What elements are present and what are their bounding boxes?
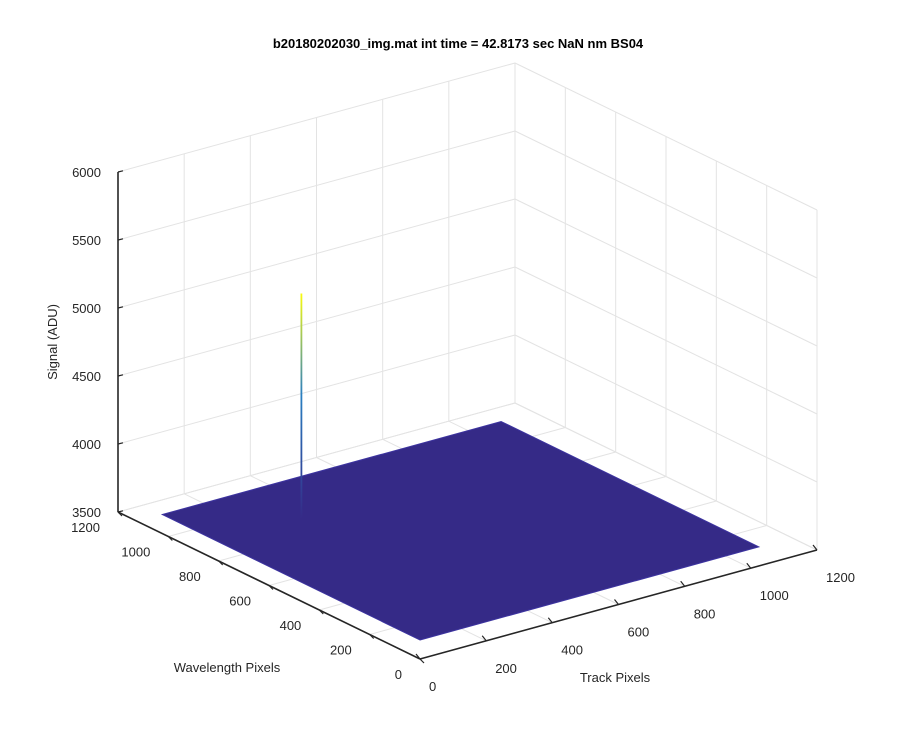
surface-plane <box>160 420 761 641</box>
y-tick-label: 1000 <box>121 545 150 560</box>
y-tick-label: 800 <box>179 569 201 584</box>
grid-line <box>514 130 818 279</box>
grid-line <box>117 198 516 309</box>
z-tick-mark <box>117 170 124 173</box>
x-tick-label: 400 <box>561 643 583 658</box>
y-tick-mark <box>369 634 375 639</box>
y-tick-label: 0 <box>395 667 402 682</box>
z-tick-mark <box>117 306 124 309</box>
x-tick-label: 1200 <box>826 570 855 585</box>
y-tick-label: 600 <box>229 594 251 609</box>
x-tick-label: 800 <box>694 606 716 621</box>
grid-line <box>117 130 516 241</box>
chart-title: b20180202030_img.mat int time = 42.8173 … <box>273 36 644 51</box>
tick-labels: 3500400045005000550060000200400600800100… <box>71 165 855 694</box>
z-tick-label: 3500 <box>72 505 101 520</box>
y-tick-mark <box>318 609 324 615</box>
y-axis-label: Wavelength Pixels <box>174 660 281 675</box>
x-tick-label: 600 <box>628 625 650 640</box>
x-axis-label: Track Pixels <box>580 670 651 685</box>
z-axis-label: Signal (ADU) <box>45 304 60 380</box>
x-tick-mark <box>481 635 487 642</box>
grid-line <box>514 334 818 483</box>
grid-line <box>514 62 818 211</box>
z-tick-mark <box>117 510 124 513</box>
surface-layer <box>160 293 761 641</box>
grid-line <box>117 266 516 377</box>
y-tick-label: 1200 <box>71 520 100 535</box>
x-tick-mark <box>614 599 619 605</box>
z-tick-label: 4000 <box>72 437 101 452</box>
z-tick-mark <box>117 238 124 241</box>
y-tick-mark <box>167 536 173 541</box>
z-tick-label: 5500 <box>72 233 101 248</box>
grid-line <box>117 62 516 173</box>
axes <box>117 170 818 664</box>
y-tick-label: 200 <box>330 643 352 658</box>
x-tick-label: 0 <box>429 679 436 694</box>
grid-line <box>514 266 818 415</box>
x-tick-mark <box>746 562 752 569</box>
z-tick-mark <box>117 374 124 377</box>
y-tick-mark <box>218 560 224 566</box>
x-tick-label: 200 <box>495 661 517 676</box>
y-tick-mark <box>117 511 123 517</box>
x-tick-mark <box>415 653 421 660</box>
z-tick-label: 5000 <box>72 301 101 316</box>
x-tick-mark <box>812 544 818 551</box>
x-tick-label: 1000 <box>760 588 789 603</box>
y-tick-label: 400 <box>280 618 302 633</box>
grid-line <box>514 198 818 347</box>
z-tick-label: 6000 <box>72 165 101 180</box>
z-tick-label: 4500 <box>72 369 101 384</box>
z-tick-mark <box>117 442 124 445</box>
grid-line <box>117 402 516 513</box>
spike-mark <box>300 293 303 520</box>
x-tick-mark <box>547 617 553 624</box>
y-tick-mark <box>419 658 425 664</box>
x-tick-mark <box>680 580 686 587</box>
grid-line <box>117 334 516 445</box>
y-tick-mark <box>268 585 274 590</box>
